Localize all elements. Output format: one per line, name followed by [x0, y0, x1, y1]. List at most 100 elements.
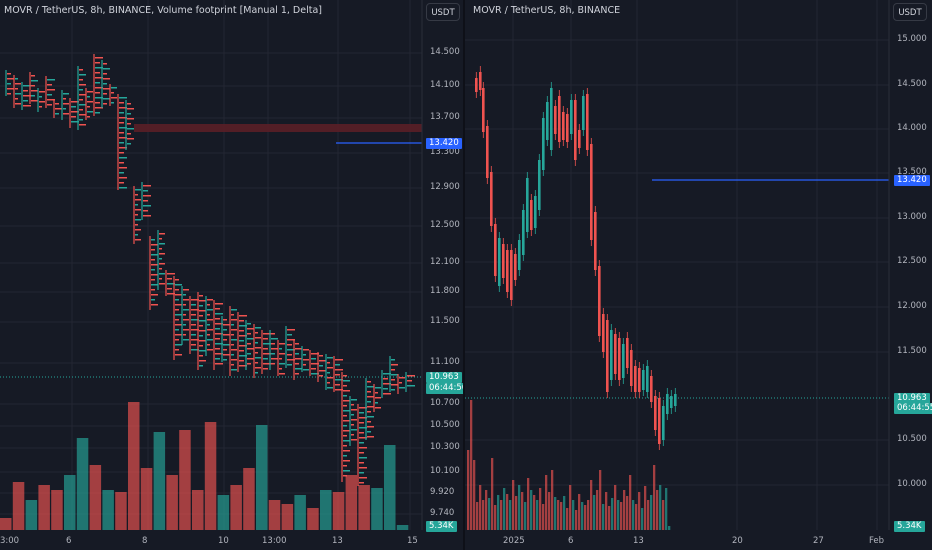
footprint-cell [351, 439, 357, 441]
candle-body [634, 366, 637, 392]
footprint-cell [343, 475, 347, 477]
footprint-cell [247, 323, 251, 325]
footprint-cell [359, 457, 367, 459]
footprint-cell [279, 358, 282, 360]
candle-body [542, 118, 545, 170]
footprint-cell [351, 414, 354, 416]
footprint-cell [95, 77, 103, 79]
volume-bar [587, 500, 590, 530]
volume-bar [572, 500, 575, 530]
footprint-cell [271, 343, 275, 345]
footprint-cell [55, 108, 62, 110]
footprint-cell [95, 107, 103, 109]
footprint-cell [351, 404, 354, 406]
panel-divider[interactable] [463, 0, 465, 550]
footprint-cell [295, 373, 299, 375]
footprint-cell [15, 78, 18, 80]
candle-body [642, 370, 645, 390]
footprint-cell [103, 83, 107, 85]
footprint-cell [295, 348, 302, 350]
footprint-cell [79, 109, 83, 111]
footprint-cell [231, 349, 237, 351]
footprint-cell [343, 425, 347, 427]
right-currency-button[interactable]: USDT [893, 3, 927, 21]
footprint-cell [327, 367, 333, 369]
footprint-cell [311, 373, 319, 375]
footprint-cell [191, 329, 199, 331]
right-time-label: 20 [732, 536, 743, 546]
volume-bar [51, 490, 63, 530]
footprint-cell [303, 359, 309, 361]
footprint-cell [239, 350, 244, 352]
footprint-cell [87, 111, 93, 113]
candle-body [530, 200, 533, 230]
candle-body [646, 366, 649, 392]
footprint-cell [255, 342, 258, 344]
footprint-cell [79, 74, 86, 76]
volume-bar [115, 492, 127, 530]
candle-body [586, 94, 589, 150]
footprint-cell [391, 389, 395, 391]
footprint-cell [175, 334, 182, 336]
footprint-cell [367, 411, 371, 413]
footprint-cell [191, 304, 196, 306]
footprint-cell [287, 349, 295, 351]
footprint-cell [343, 465, 347, 467]
right-price-label: 13.000 [897, 212, 927, 222]
footprint-cell [343, 435, 347, 437]
candle-body [654, 396, 657, 430]
footprint-cell [199, 335, 203, 337]
footprint-chart[interactable] [0, 0, 463, 550]
right-price-label: 14.000 [897, 123, 927, 133]
footprint-cell [39, 96, 42, 98]
footprint-cell [343, 390, 350, 392]
left-price-label: 9.920 [430, 487, 455, 497]
volume-bar [605, 492, 608, 530]
candle-body [650, 376, 653, 402]
right-chart-panel[interactable]: MOVR / TetherUS, 8h, BINANCE USDT 15.000… [465, 0, 932, 550]
right-countdown-tag: 06:44:55 [894, 403, 932, 414]
footprint-cell [303, 364, 306, 366]
candle-body [606, 320, 609, 392]
candle-body [574, 100, 577, 160]
footprint-cell [263, 368, 268, 370]
footprint-cell [103, 78, 110, 80]
volume-bar [38, 485, 50, 530]
left-currency-button[interactable]: USDT [426, 3, 460, 21]
footprint-cell [327, 382, 330, 384]
footprint-cell [351, 424, 354, 426]
footprint-cell [79, 104, 86, 106]
left-time-label: 15 [407, 536, 418, 546]
footprint-cell [279, 343, 285, 345]
footprint-cell [175, 349, 179, 351]
left-price-label: 10.500 [430, 420, 460, 430]
volume-bar [358, 485, 370, 530]
volume-bar [396, 525, 409, 530]
footprint-cell [247, 333, 251, 335]
candle-body [630, 350, 633, 386]
footprint-cell [183, 324, 186, 326]
footprint-cell [103, 103, 107, 105]
footprint-cell [127, 123, 131, 125]
footprint-cell [231, 369, 237, 371]
footprint-cell [367, 436, 374, 438]
footprint-cell [183, 319, 189, 321]
volume-bar [371, 488, 383, 530]
candlestick-chart[interactable] [465, 0, 932, 550]
candle-body [602, 314, 605, 352]
volume-bar [659, 485, 662, 530]
left-price-label: 12.500 [430, 220, 460, 230]
footprint-cell [47, 99, 55, 101]
candle-body [550, 88, 553, 150]
footprint-cell [183, 309, 189, 311]
footprint-cell [63, 93, 69, 95]
volume-bar [500, 500, 503, 530]
footprint-cell [159, 283, 165, 285]
footprint-cell [7, 93, 11, 95]
left-price-label: 10.100 [430, 466, 460, 476]
footprint-cell [175, 329, 179, 331]
left-chart-panel[interactable]: MOVR / TetherUS, 8h, BINANCE, Volume foo… [0, 0, 471, 550]
volume-bar [566, 508, 569, 530]
footprint-cell [319, 370, 326, 372]
footprint-cell [223, 339, 227, 341]
